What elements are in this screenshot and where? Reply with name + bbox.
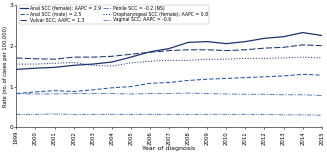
X-axis label: Year of diagnosis: Year of diagnosis (143, 146, 196, 151)
Y-axis label: Rate (no. of cases per 100,000): Rate (no. of cases per 100,000) (3, 26, 8, 107)
Legend: Anal SCC (female); AAPC = 2.9, Anal SCC (male) = 2.5, Vulvar SCC; AAPC = 1.3, Pe: Anal SCC (female); AAPC = 2.9, Anal SCC … (19, 5, 209, 24)
